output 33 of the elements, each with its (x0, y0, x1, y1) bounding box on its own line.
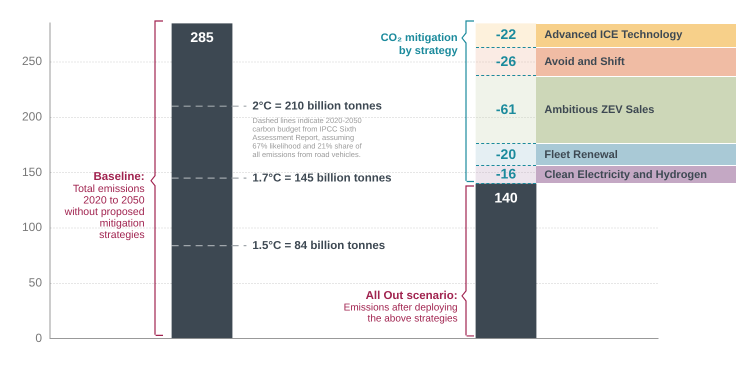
data-label: -16 (496, 166, 516, 182)
data-label: 285 (190, 29, 214, 46)
y-tick-label: 250 (22, 54, 42, 68)
series-label: Clean Electricity and Hydrogen (544, 168, 707, 181)
y-tick-label: 150 (22, 164, 42, 179)
series-label: Fleet Renewal (544, 148, 618, 161)
data-label: 140 (494, 190, 518, 206)
y-tick-label: 200 (22, 110, 42, 124)
label-tag: Ambitious ZEV Sales (536, 76, 736, 144)
data-label: -26 (496, 52, 516, 69)
series-label: Advanced ICE Technology (544, 29, 682, 42)
label-tag: Advanced ICE Technology (536, 24, 736, 48)
ref-line-label: 1.7°C = 145 billion tonnes (252, 172, 392, 184)
ref-line-label: 2°C = 210 billion tonnes (252, 100, 382, 112)
annotation: Emissions after deploying the above strategies (344, 302, 458, 324)
label-tag: Avoid and Shift (536, 48, 736, 76)
annotation: CO₂ mitigation by strategy (380, 32, 458, 58)
ref-line-label: 1.5°C = 84 billion tonnes (252, 240, 386, 252)
data-label: -61 (496, 100, 516, 117)
annotation: Total emissions 2020 to 2050 without proposed mitigation strategies (64, 182, 145, 241)
label-tag: Fleet Renewal (536, 144, 736, 166)
data-label: -20 (496, 146, 516, 162)
y-tick-label: 50 (28, 276, 42, 290)
annotation: Baseline: (93, 171, 145, 184)
annotation: All Out scenario: (366, 290, 458, 302)
label-tag: Clean Electricity and Hydrogen (536, 166, 736, 184)
y-tick-label: 0 (35, 330, 42, 345)
bar (172, 23, 232, 338)
series-label: Ambitious ZEV Sales (544, 104, 654, 116)
series-label: Avoid and Shift (544, 56, 625, 68)
y-tick-label: 100 (22, 220, 42, 234)
data-label: -22 (496, 26, 516, 42)
bar (476, 184, 536, 338)
